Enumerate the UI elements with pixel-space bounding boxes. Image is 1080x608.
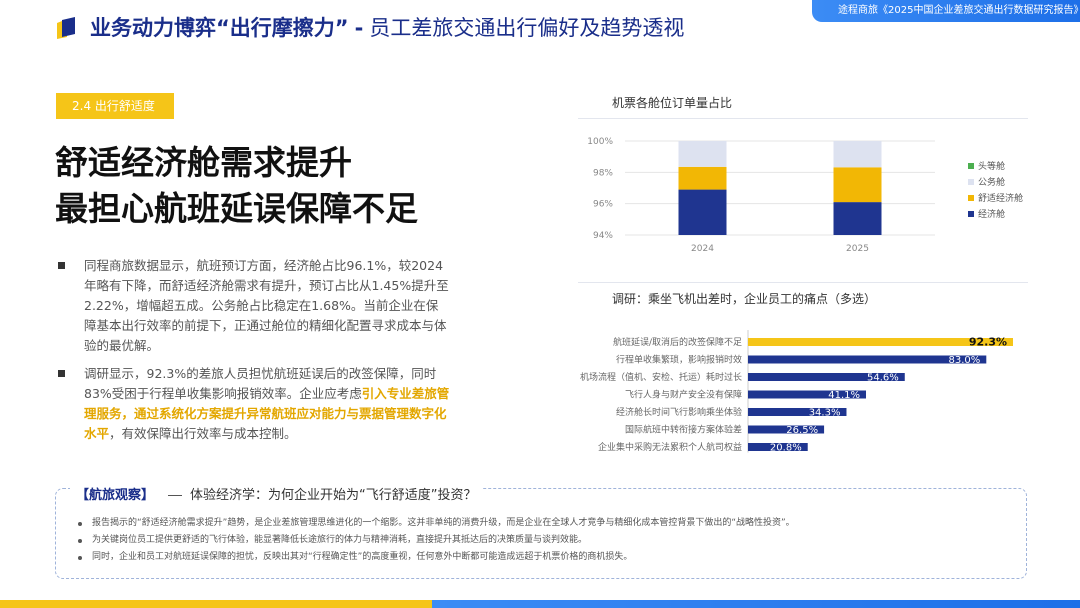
- page-title-separator: -: [354, 16, 364, 40]
- y-tick-label: 98%: [593, 168, 613, 178]
- paragraph-highlight: 引入专业差旅管理服务，通过系统化方案提升异常航班应对能力与票据管理数字化水平: [84, 386, 450, 441]
- x-tick-label: 2024: [691, 244, 714, 254]
- bar: [748, 390, 867, 399]
- y-tick-label: 94%: [593, 231, 613, 241]
- observation-list: 报告揭示的“舒适经济舱需求提升”趋势，是企业差旅管理思维进化的一个缩影。这并非单…: [78, 515, 1018, 566]
- observation-subtitle: 体验经济学：为何企业开始为“飞行舒适度”投资？: [190, 488, 477, 503]
- pain-points-chart: 航班延误/取消后的改签保障不足 92.3% 行程单收集繁琐，影响报销时效 83.0% 机…: [580, 330, 1013, 454]
- observation-item: 同时，企业和员工对航班延误保障的担忧，反映出其对“行程确定性”的高度重视，任何意…: [78, 549, 1018, 566]
- category-label: 航班延误/取消后的改签保障不足: [613, 336, 742, 348]
- dash-divider: [168, 495, 183, 496]
- bar-segment: [678, 141, 727, 167]
- bar-segment: [833, 202, 882, 235]
- headline-line-1: 舒适经济舱需求提升: [55, 143, 352, 182]
- observation-label: 【航旅观察】: [76, 488, 155, 503]
- pain-points-chart-title: 调研：乘坐飞机出差时，企业员工的痛点（多选）: [612, 292, 877, 306]
- bar-segment: [678, 189, 727, 235]
- paragraph-survey: 调研显示，92.3%的差旅人员担忧航班延误后的改签保障，同时83%受困于行程单收…: [58, 364, 450, 444]
- divider: [578, 282, 1028, 283]
- legend-swatch: [968, 211, 974, 217]
- data-label: 92.3%: [969, 336, 1007, 349]
- bar: [748, 373, 905, 381]
- legend-label: 公务舱: [978, 176, 1005, 188]
- legend-label: 经济舱: [978, 208, 1005, 220]
- legend-swatch: [968, 195, 974, 201]
- bar: [748, 443, 808, 451]
- legend-swatch: [968, 163, 974, 169]
- category-label: 国际航班中转衔接方案体验差: [625, 424, 742, 436]
- y-tick-label: 100%: [587, 137, 613, 147]
- headline-line-2: 最担心航班延误保障不足: [55, 189, 418, 228]
- category-label: 经济舱长时间飞行影响乘坐体验: [616, 406, 742, 418]
- paragraph-text: 调研显示，92.3%的差旅人员担忧航班延误后的改签保障，同时83%受困于行程单收…: [58, 364, 450, 444]
- bar: [748, 408, 847, 416]
- cabin-share-chart-title: 机票各舱位订单量占比: [612, 96, 733, 110]
- divider: [578, 118, 1028, 119]
- observation-heading: 【航旅观察】 体验经济学：为何企业开始为“飞行舒适度”投资？: [70, 485, 483, 507]
- bullet-square-icon: [58, 370, 65, 377]
- paragraph-text-a: 调研显示，92.3%的差旅人员担忧航班延误后的改签保障，同时83%受困于行程单收…: [84, 366, 437, 401]
- data-label: 83.0%: [949, 355, 981, 366]
- page-title-main: 业务动力博弈“出行摩擦力”: [90, 16, 349, 40]
- bar: [748, 338, 1013, 346]
- x-tick-label: 2025: [846, 244, 869, 254]
- page-title-subtitle: 员工差旅交通出行偏好及趋势透视: [369, 16, 685, 40]
- bottom-accent-bar: [0, 600, 1080, 608]
- bar-segment: [833, 141, 882, 168]
- report-source-tag: 途程商旅《2025中国企业差旅交通出行数据研究报告》: [812, 0, 1080, 22]
- category-label: 飞行人身与财产安全没有保障: [625, 389, 742, 401]
- category-label: 行程单收集繁琐，影响报销时效: [616, 354, 742, 366]
- section-badge: 2.4 出行舒适度: [56, 93, 174, 119]
- legend-label: 舒适经济舱: [978, 192, 1023, 204]
- data-label: 34.3%: [809, 408, 841, 419]
- legend-label: 头等舱: [978, 160, 1005, 172]
- observation-item: 报告揭示的“舒适经济舱需求提升”趋势，是企业差旅管理思维进化的一个缩影。这并非单…: [78, 515, 1018, 532]
- headline: 舒适经济舱需求提升 最担心航班延误保障不足: [55, 140, 418, 232]
- paragraph-text-b: ，有效保障出行效率与成本控制。: [109, 426, 297, 441]
- bar-segment: [678, 166, 727, 190]
- bar-segment: [833, 167, 882, 203]
- page-title: 业务动力博弈“出行摩擦力” - 员工差旅交通出行偏好及趋势透视: [90, 14, 684, 42]
- paragraph-text: 同程商旅数据显示，航班预订方面，经济舱占比96.1%，较2024年略有下降，而舒…: [84, 258, 449, 353]
- data-label: 54.6%: [867, 373, 899, 384]
- category-label: 机场流程（值机、安检、托运）耗时过长: [580, 371, 742, 383]
- paragraph-booking-data: 同程商旅数据显示，航班预订方面，经济舱占比96.1%，较2024年略有下降，而舒…: [58, 256, 450, 356]
- bar: [748, 355, 987, 364]
- bar: [748, 425, 825, 434]
- data-label: 41.1%: [828, 390, 860, 401]
- y-tick-label: 96%: [593, 200, 613, 210]
- bullet-square-icon: [58, 262, 65, 269]
- legend-swatch: [968, 179, 974, 185]
- data-label: 20.8%: [770, 443, 802, 454]
- data-label: 26.5%: [786, 425, 818, 436]
- category-label: 企业集中采购无法累积个人航司权益: [598, 441, 742, 453]
- observation-item: 为关键岗位员工提供更舒适的飞行体验，能显著降低长途旅行的体力与精神消耗，直接提升…: [78, 532, 1018, 549]
- report-logo-icon: [57, 17, 75, 39]
